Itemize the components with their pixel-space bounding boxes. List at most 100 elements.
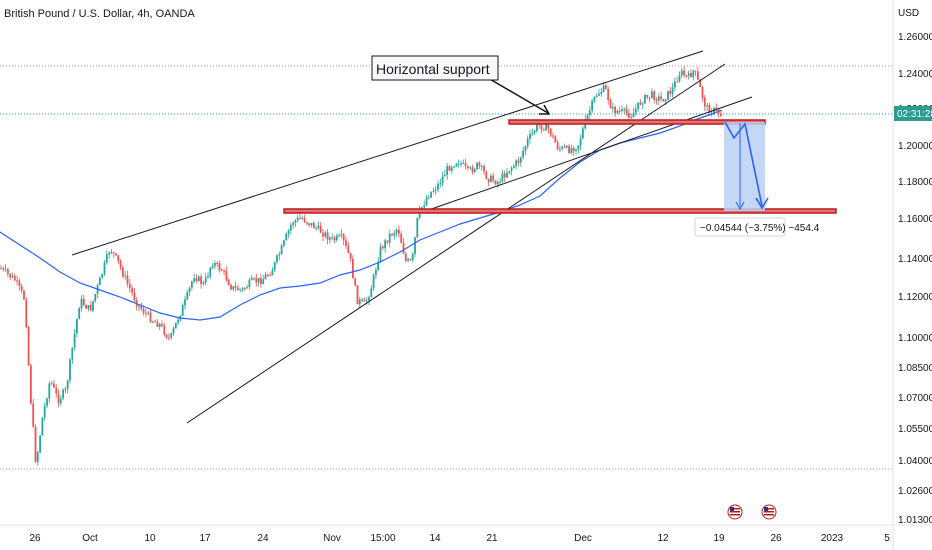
- candle: [312, 221, 315, 229]
- candle: [20, 283, 23, 294]
- candle: [18, 278, 21, 291]
- price-scale-area: [893, 0, 932, 550]
- candle: [241, 286, 244, 292]
- candle: [76, 318, 78, 338]
- candle: [168, 333, 170, 341]
- candle: [115, 253, 117, 257]
- candle: [89, 300, 92, 312]
- candle: [216, 261, 219, 268]
- candle: [460, 160, 462, 167]
- candle: [7, 267, 9, 278]
- candle: [186, 289, 189, 301]
- candle: [172, 326, 175, 336]
- candle: [540, 124, 543, 134]
- candle: [591, 98, 593, 114]
- candle: [124, 271, 127, 280]
- candle: [294, 219, 297, 227]
- lower-support-zone[interactable]: [283, 208, 837, 214]
- candle: [197, 275, 200, 282]
- candle: [82, 294, 85, 307]
- candle: [588, 106, 591, 120]
- candle: [372, 273, 375, 291]
- x-tick-label: 24: [257, 533, 269, 544]
- candle: [368, 295, 370, 306]
- candle: [214, 260, 216, 270]
- candle: [439, 178, 442, 188]
- candle: [400, 230, 403, 244]
- candle: [232, 285, 235, 292]
- candle: [246, 284, 248, 289]
- candle: [287, 228, 290, 239]
- candle: [220, 268, 223, 272]
- candle: [483, 163, 485, 175]
- candle: [278, 251, 281, 261]
- annotation-box[interactable]: [371, 55, 499, 81]
- candle: [706, 102, 708, 111]
- candle: [660, 91, 662, 102]
- flag-us-icon[interactable]: [727, 504, 743, 520]
- candle: [354, 277, 357, 287]
- candle: [0, 265, 2, 270]
- candle: [195, 274, 198, 284]
- candle: [138, 305, 140, 312]
- candle: [471, 164, 474, 175]
- candle: [131, 285, 133, 297]
- x-tick-label: 5: [884, 533, 890, 544]
- candle: [94, 293, 97, 303]
- candles-group: [0, 66, 722, 466]
- candle: [381, 244, 384, 251]
- candle: [554, 134, 557, 143]
- inner-channel-trendline[interactable]: [419, 96, 753, 214]
- candle: [515, 159, 518, 170]
- candle: [112, 251, 115, 258]
- candle: [200, 273, 202, 289]
- candle: [250, 275, 253, 281]
- candle: [243, 286, 246, 292]
- candle: [651, 88, 653, 99]
- candle: [59, 395, 62, 406]
- candle: [227, 277, 230, 286]
- candle: [53, 379, 55, 389]
- candle: [296, 214, 299, 223]
- candle: [697, 66, 699, 81]
- candle: [552, 132, 554, 140]
- flag-us-icon[interactable]: [761, 504, 777, 520]
- candle: [301, 216, 304, 220]
- candle: [202, 280, 205, 286]
- candle: [285, 232, 288, 241]
- countdown-tag: [894, 106, 932, 121]
- y-tick-label: 1.02600: [898, 486, 932, 497]
- candle: [529, 129, 531, 144]
- candle: [423, 200, 426, 210]
- candle: [492, 172, 495, 183]
- candle: [575, 148, 577, 155]
- candle: [363, 297, 366, 302]
- candle: [485, 170, 488, 180]
- y-tick-label: 1.01300: [898, 515, 932, 526]
- candle: [239, 288, 242, 293]
- candle: [342, 232, 345, 245]
- candle: [55, 383, 58, 398]
- y-tick-label: 1.16000: [898, 214, 932, 225]
- x-tick-label: 26: [29, 533, 41, 544]
- candle: [487, 178, 490, 187]
- candle: [292, 221, 294, 229]
- measure-label-box: [694, 217, 786, 237]
- candle: [579, 134, 582, 151]
- candle: [432, 187, 435, 193]
- candle: [147, 310, 150, 316]
- upper-trendline[interactable]: [71, 50, 704, 256]
- candle: [271, 267, 274, 276]
- x-tick-label: 2023: [821, 533, 844, 544]
- candle: [30, 363, 32, 406]
- candle: [87, 304, 90, 312]
- candle: [667, 90, 669, 101]
- candle: [204, 272, 207, 286]
- candle: [299, 213, 301, 220]
- candle: [36, 450, 39, 466]
- candle: [13, 273, 16, 282]
- candle: [255, 273, 258, 287]
- candle: [499, 177, 501, 186]
- candle: [671, 83, 674, 98]
- candle: [517, 156, 520, 167]
